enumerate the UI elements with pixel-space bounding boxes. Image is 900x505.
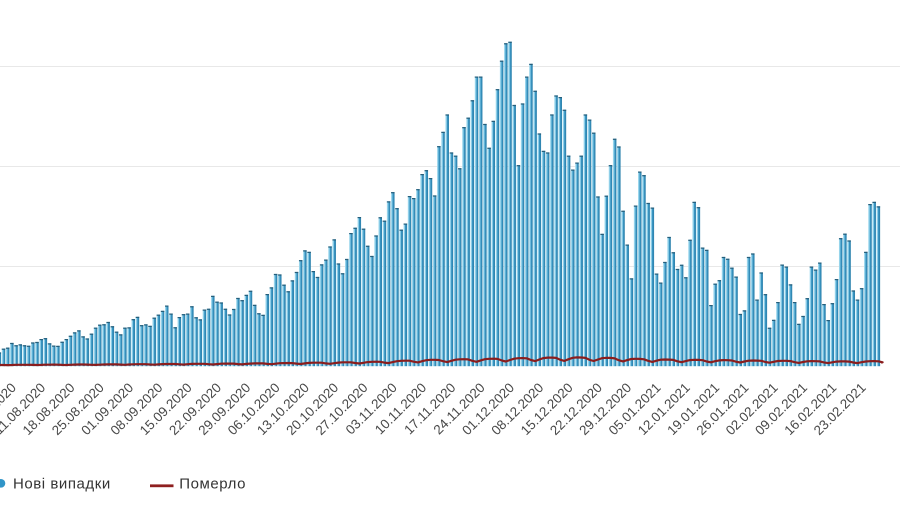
svg-text:Нові випадки: Нові випадки (13, 476, 111, 493)
svg-text:Померло: Померло (179, 476, 246, 493)
